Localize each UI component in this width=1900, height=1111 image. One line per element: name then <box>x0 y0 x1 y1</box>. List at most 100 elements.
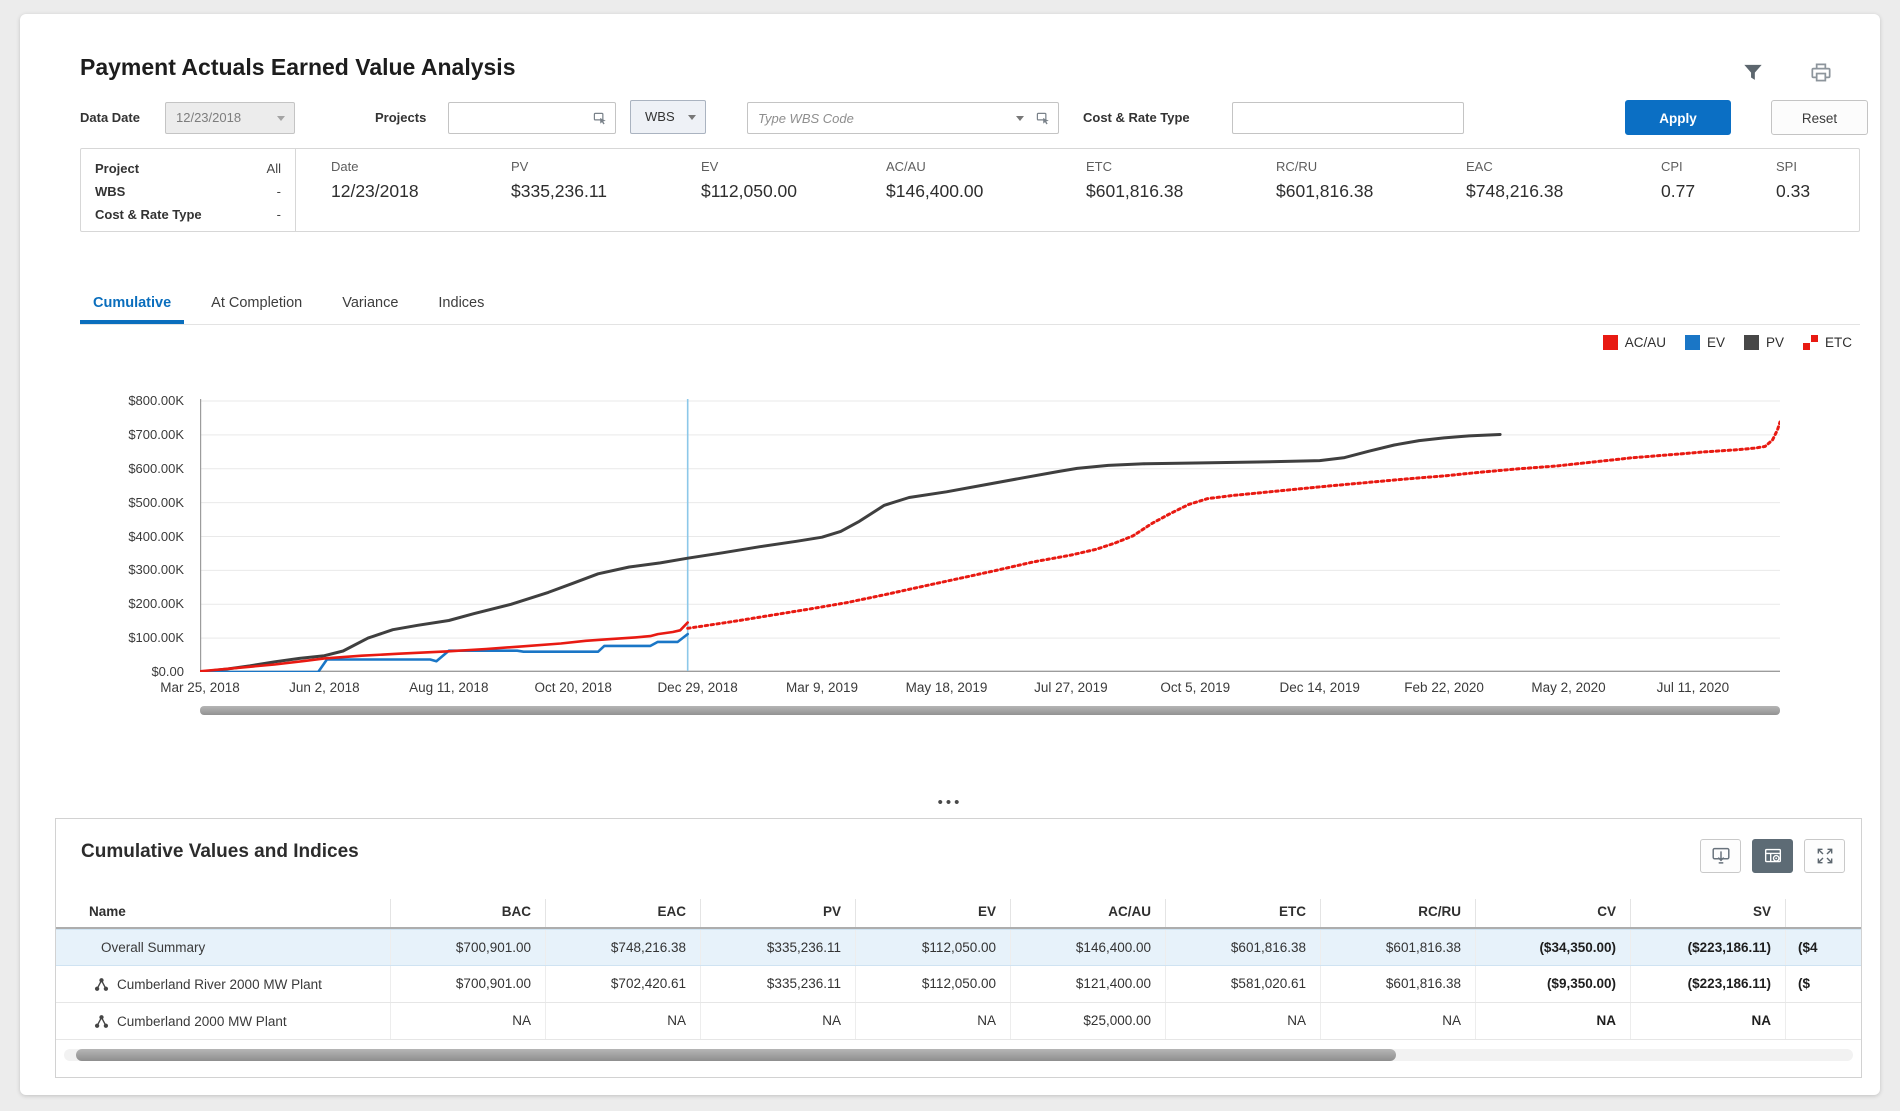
evm-chart[interactable] <box>198 397 1782 674</box>
y-tick-label: $200.00K <box>128 596 184 612</box>
data-date-label: Data Date <box>80 110 140 125</box>
row-name: Cumberland River 2000 MW Plant <box>117 976 322 992</box>
row-cell: ($ <box>1786 966 1861 1002</box>
column-header-etc[interactable]: ETC <box>1166 899 1321 927</box>
table-row[interactable]: Cumberland 2000 MW Plant NA NA NA NA $25,000.… <box>56 1003 1861 1040</box>
cumulative-values-panel: Cumulative Values and Indices Name BAC EAC… <box>55 818 1862 1078</box>
column-header-sv[interactable]: SV <box>1631 899 1786 927</box>
metric-label: PV <box>511 159 529 174</box>
wbs-selector-button[interactable]: WBS <box>630 100 706 134</box>
row-cell: NA <box>1476 1003 1631 1039</box>
row-cell: ($223,186.11) <box>1631 930 1786 965</box>
x-tick-label: May 2, 2020 <box>1531 680 1606 695</box>
metric-value: $112,050.00 <box>701 181 798 201</box>
row-cell: ($34,350.00) <box>1476 930 1631 965</box>
cost-rate-label: Cost & Rate Type <box>1083 110 1190 125</box>
row-cell: $702,420.61 <box>546 966 701 1002</box>
row-cell: NA <box>856 1003 1011 1039</box>
tab-at-completion[interactable]: At Completion <box>211 295 303 311</box>
column-header-ev[interactable]: EV <box>856 899 1011 927</box>
row-cell: NA <box>701 1003 856 1039</box>
x-axis-labels: Mar 25, 2018 Jun 2, 2018 Aug 11, 2018 Oct 2… <box>160 680 1780 700</box>
x-tick-label: May 18, 2019 <box>905 680 988 695</box>
row-cell: $112,050.00 <box>856 966 1011 1002</box>
table-row[interactable]: Overall Summary $700,901.00 $748,216.38 $33… <box>56 929 1861 966</box>
filter-funnel-icon[interactable] <box>1740 60 1766 86</box>
metric-value: $601,816.38 <box>1276 181 1374 201</box>
column-header-cv[interactable]: CV <box>1476 899 1631 927</box>
row-cell: $335,236.11 <box>701 966 856 1002</box>
row-cell: ($223,186.11) <box>1631 966 1786 1002</box>
metric-label: EV <box>701 159 719 174</box>
x-tick-label: Jun 2, 2018 <box>289 680 360 695</box>
column-header-bac[interactable]: BAC <box>391 899 546 927</box>
row-cell: NA <box>1321 1003 1476 1039</box>
apply-button[interactable]: Apply <box>1625 100 1731 135</box>
x-tick-label: Feb 22, 2020 <box>1404 680 1484 695</box>
x-tick-label: Dec 29, 2018 <box>657 680 738 695</box>
picklist-icon[interactable] <box>593 111 608 129</box>
data-date-select[interactable]: 12/23/2018 <box>165 102 295 134</box>
picklist-icon[interactable] <box>1036 111 1051 129</box>
row-cell: $335,236.11 <box>701 930 856 965</box>
table-row[interactable]: Cumberland River 2000 MW Plant $700,901.0… <box>56 966 1861 1003</box>
chevron-down-icon[interactable] <box>1016 116 1024 121</box>
table-h-scrollbar[interactable] <box>64 1049 1853 1061</box>
x-tick-label: Aug 11, 2018 <box>409 680 489 695</box>
column-header-rc-ru[interactable]: RC/RU <box>1321 899 1476 927</box>
row-cell: NA <box>1631 1003 1786 1039</box>
column-header-ac-au[interactable]: AC/AU <box>1011 899 1166 927</box>
panel-splitter-handle[interactable]: ••• <box>937 794 963 811</box>
metric-label: Date <box>331 159 359 174</box>
table-h-scrollbar-thumb[interactable] <box>76 1049 1396 1061</box>
expand-button[interactable] <box>1804 839 1845 873</box>
tab-cumulative[interactable]: Cumulative <box>80 290 185 324</box>
data-date-value: 12/23/2018 <box>176 110 242 125</box>
context-row: Cost & Rate Type - <box>95 204 281 226</box>
legend-label: PV <box>1765 335 1784 350</box>
tab-variance[interactable]: Variance <box>342 295 399 311</box>
y-tick-label: $500.00K <box>128 494 184 510</box>
legend-label: EV <box>1706 335 1725 350</box>
legend-item-etc[interactable]: ETC <box>1803 335 1852 350</box>
x-tick-label: Oct 20, 2018 <box>534 680 612 695</box>
metric-value: 12/23/2018 <box>331 181 419 201</box>
context-value: - <box>276 207 281 222</box>
wbs-code-input[interactable] <box>748 103 1058 133</box>
column-header-name[interactable]: Name <box>56 899 391 927</box>
row-name-cell: Overall Summary <box>56 930 391 965</box>
legend-swatch-icon <box>1743 335 1759 350</box>
legend-label: ETC <box>1825 335 1852 350</box>
legend-item-ev[interactable]: EV <box>1684 335 1725 350</box>
summary-context: Project All WBS - Cost & Rate Type - <box>81 149 296 231</box>
row-cell: $601,816.38 <box>1321 930 1476 965</box>
tab-bar: Cumulative At Completion Variance Indices <box>80 290 1860 325</box>
legend-item-pv[interactable]: PV <box>1743 335 1784 350</box>
metric-value: $601,816.38 <box>1086 181 1184 201</box>
table-settings-button[interactable] <box>1752 839 1793 873</box>
context-label: WBS <box>95 184 126 199</box>
column-header-overflow <box>1786 899 1861 927</box>
legend-item-ac-au[interactable]: AC/AU <box>1602 335 1666 350</box>
y-tick-label: $300.00K <box>128 562 184 578</box>
chart-time-scrollbar[interactable] <box>200 706 1780 715</box>
row-name: Overall Summary <box>101 940 206 955</box>
column-header-pv[interactable]: PV <box>701 899 856 927</box>
chart-legend: AC/AU EV PV ETC <box>1602 335 1852 350</box>
reset-button[interactable]: Reset <box>1771 100 1868 135</box>
download-button[interactable] <box>1700 839 1741 873</box>
y-tick-label: $700.00K <box>128 426 184 442</box>
legend-label: AC/AU <box>1624 335 1666 350</box>
y-tick-label: $100.00K <box>128 630 184 646</box>
context-value: - <box>276 184 281 199</box>
column-header-eac[interactable]: EAC <box>546 899 701 927</box>
print-icon[interactable] <box>1808 60 1834 86</box>
tab-indices[interactable]: Indices <box>438 295 485 311</box>
row-cell: $146,400.00 <box>1011 930 1166 965</box>
x-tick-label: Jul 11, 2020 <box>1656 680 1730 695</box>
wbs-node-icon <box>94 977 109 991</box>
row-cell: ($9,350.00) <box>1476 966 1631 1002</box>
x-tick-label: Mar 9, 2019 <box>785 680 859 695</box>
projects-input[interactable] <box>449 103 615 133</box>
cost-rate-input[interactable] <box>1233 103 1463 133</box>
